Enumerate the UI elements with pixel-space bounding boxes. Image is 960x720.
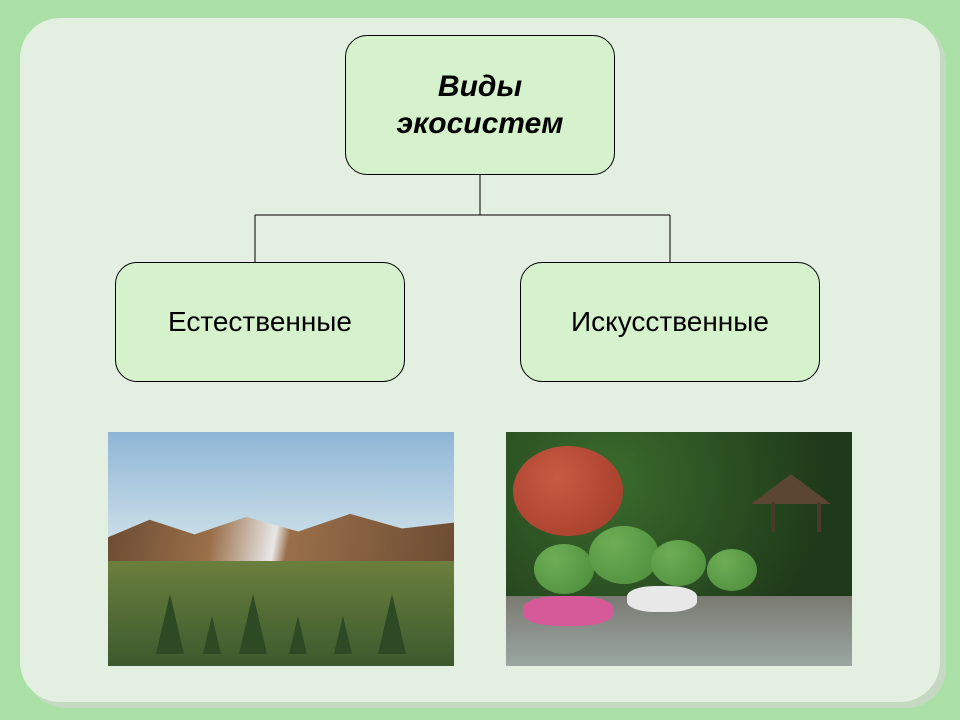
image-japanese-garden	[506, 432, 852, 666]
child-label-natural: Естественные	[168, 306, 352, 338]
root-node: Виды экосистем	[345, 35, 615, 175]
child-label-artificial: Искусственные	[571, 306, 769, 338]
bush	[651, 540, 706, 586]
maple-tree	[513, 446, 623, 536]
slide-canvas: Виды экосистем Естественные Искусственны…	[0, 0, 960, 720]
pavilion-roof	[751, 474, 831, 504]
flower-bed	[523, 596, 613, 626]
flower-bed	[627, 586, 697, 612]
image-natural-landscape	[108, 432, 454, 666]
root-label: Виды экосистем	[397, 68, 564, 143]
bush	[534, 544, 594, 594]
bush	[589, 526, 659, 584]
child-node-artificial: Искусственные	[520, 262, 820, 382]
bush	[707, 549, 757, 591]
child-node-natural: Естественные	[115, 262, 405, 382]
